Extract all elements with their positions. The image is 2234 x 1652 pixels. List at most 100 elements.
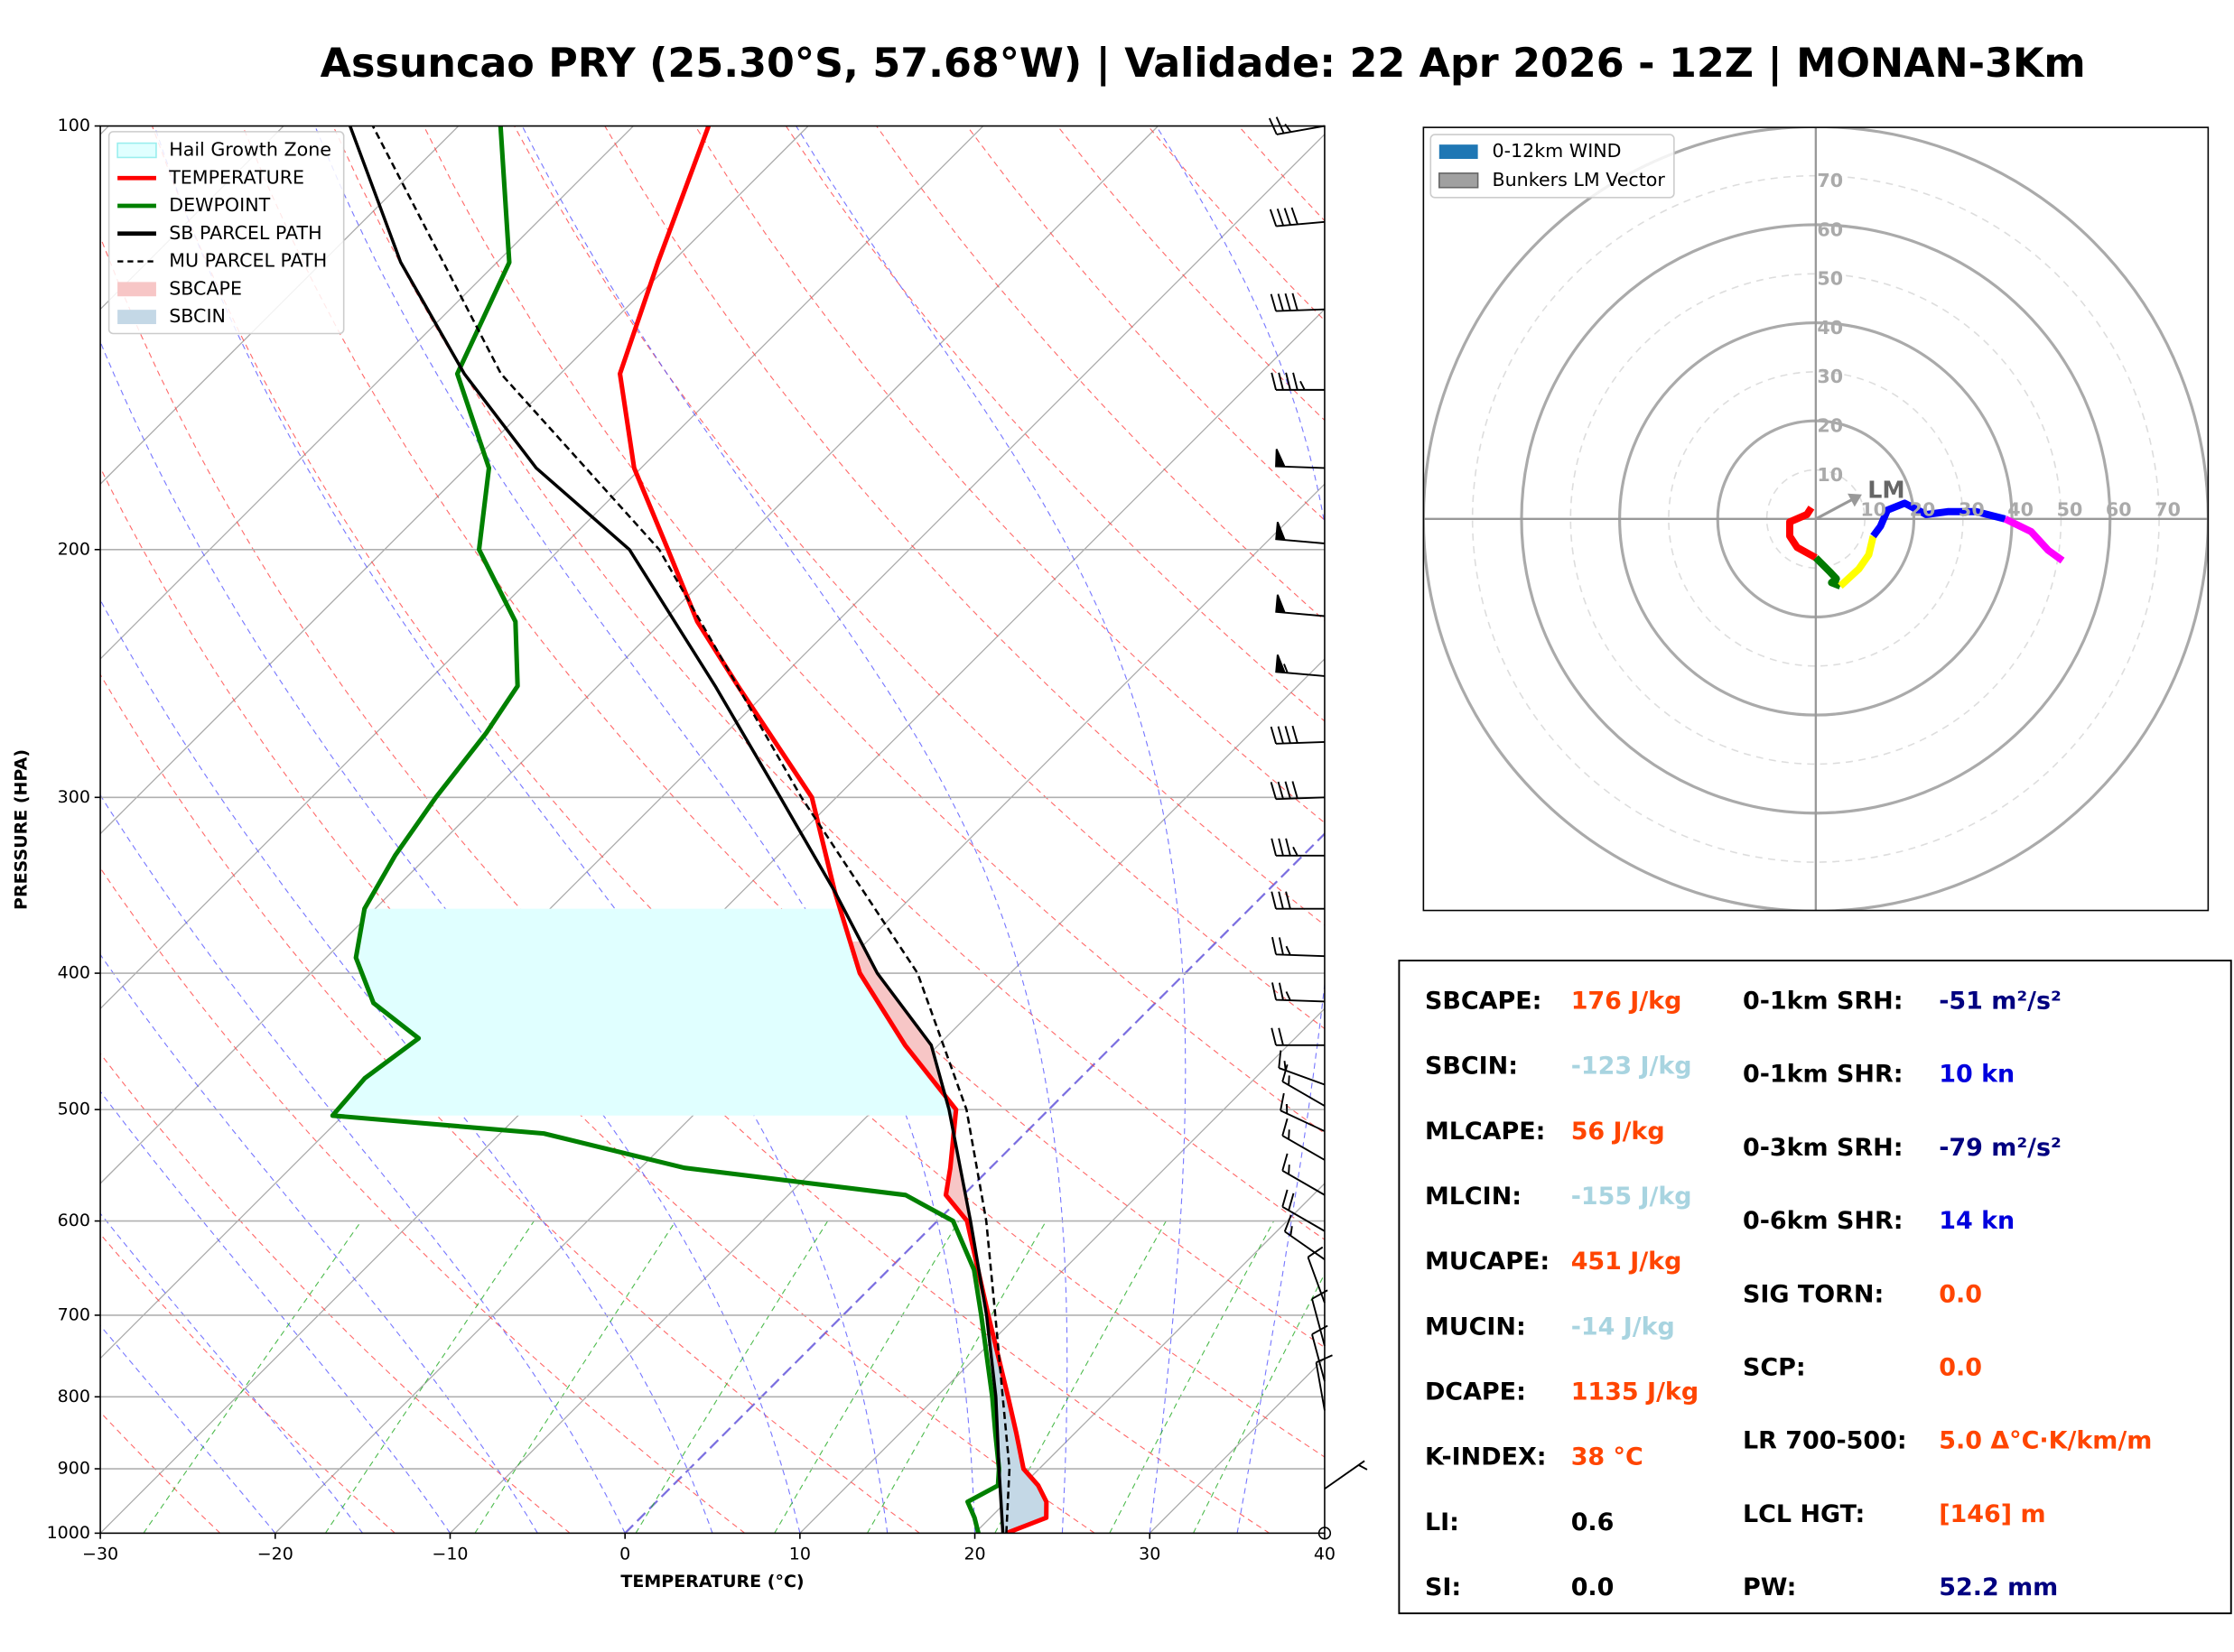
y-tick-label: 1000 — [47, 1523, 90, 1543]
y-tick-label: 600 — [58, 1211, 90, 1230]
hodograph-background: 10 10 20 20 30 30 40 40 50 50 60 60 70 70 LM — [1423, 127, 2209, 911]
sbcin-fill — [1001, 1510, 1047, 1516]
hodograph-frame: 0-12km WIND Bunkers LM Vector — [1422, 126, 2210, 912]
sbcin-fill — [998, 1464, 1024, 1470]
sbcin-fill — [1001, 1514, 1047, 1518]
calm-marker — [1317, 1527, 1332, 1540]
index-label: 0-1km SHR: — [1743, 1061, 1903, 1089]
isotherm — [275, 483, 1325, 1534]
ring-label: 30 — [1817, 366, 1843, 387]
index-label: LI: — [1425, 1508, 1459, 1536]
index-value: -79 m²/s² — [1939, 1134, 2062, 1162]
isotherm — [100, 125, 1159, 1184]
wind-barb — [1280, 1092, 1326, 1132]
index-value: 0.6 — [1571, 1508, 1615, 1536]
index-label: SBCIN: — [1425, 1053, 1518, 1081]
wind-barb — [1311, 1324, 1328, 1382]
index-label: MLCAPE: — [1425, 1118, 1546, 1146]
y-tick-label: 700 — [58, 1304, 90, 1324]
isotherm — [974, 1183, 1325, 1534]
ring-label: 20 — [1817, 415, 1843, 437]
x-tick-label: 30 — [1139, 1545, 1160, 1564]
sbcin-fill — [1000, 1488, 1043, 1493]
profile-line — [349, 125, 1005, 1534]
index-label: 0-3km SRH: — [1743, 1134, 1903, 1162]
ring-label: 40 — [1817, 317, 1843, 339]
x-tick-label: −10 — [432, 1545, 468, 1564]
lm-vector — [1815, 497, 1856, 521]
wind-barb — [1270, 292, 1325, 312]
ring-label: 50 — [1817, 268, 1843, 290]
legend-label: SB PARCEL PATH — [169, 222, 321, 244]
wind-barb — [1271, 1027, 1325, 1046]
wind-barb — [1307, 1246, 1326, 1304]
legend-label: 0-12km WIND — [1492, 140, 1621, 162]
sbcin-fill — [999, 1481, 1039, 1486]
index-label: SBCAPE: — [1425, 988, 1541, 1016]
index-value: -14 J/kg — [1571, 1313, 1675, 1341]
index-value: 0.0 — [1571, 1573, 1615, 1601]
legend-label: DEWPOINT — [169, 194, 270, 216]
indices-box — [1398, 960, 2232, 1615]
x-tick-label: 10 — [789, 1545, 811, 1564]
hodograph-frame — [1422, 126, 2210, 912]
ring-label: 70 — [2155, 498, 2181, 520]
hodograph-trace — [1838, 534, 1877, 589]
legend-box — [107, 131, 345, 335]
index-value: 0.0 — [1939, 1280, 1982, 1308]
sbcin-fill — [998, 1451, 1021, 1456]
index-value: 5.0 Δ°C·K/km/m — [1939, 1427, 2152, 1455]
y-tick-label: 500 — [58, 1100, 90, 1119]
skewt-data — [330, 125, 1049, 1534]
index-value: 1135 J/kg — [1571, 1378, 1699, 1406]
ring-label: 30 — [1959, 498, 1985, 520]
dry-adiabat — [514, 125, 1325, 1030]
isotherm — [624, 832, 1325, 1534]
index-value: -123 J/kg — [1571, 1053, 1692, 1081]
legend-box — [1429, 134, 1675, 199]
indices-table: SBCAPE: 176 J/kg SBCIN: -123 J/kg MLCAPE: 56 … — [1425, 988, 2152, 1602]
index-label: 0-1km SRH: — [1743, 988, 1903, 1016]
wind-barb — [1271, 982, 1325, 1003]
moist-adiabat — [521, 125, 1068, 1534]
ring-label: 60 — [2106, 498, 2132, 520]
isotherm — [100, 308, 1325, 1534]
isotherm — [799, 1007, 1325, 1534]
index-value: 38 °C — [1571, 1443, 1643, 1471]
isotherm — [100, 125, 984, 1010]
sbcin-fill — [1000, 1498, 1047, 1503]
legend-swatch — [1438, 144, 1478, 160]
ring-label: 10 — [1817, 464, 1843, 486]
legend-label: TEMPERATURE — [168, 166, 304, 188]
y-tick-label: 900 — [58, 1459, 90, 1479]
wind-barb — [1268, 116, 1326, 135]
index-label: PW: — [1743, 1573, 1796, 1601]
ring-label: 40 — [2007, 498, 2034, 520]
dry-adiabat — [100, 236, 1271, 1534]
lm-label: LM — [1867, 477, 1904, 504]
dry-adiabat — [785, 125, 1325, 722]
y-axis-label: PRESSURE (HPA) — [11, 749, 31, 910]
y-tick-label: 400 — [58, 963, 90, 983]
index-label: LR 700-500: — [1743, 1427, 1907, 1455]
legend-swatch — [117, 310, 156, 325]
moist-adiabat — [796, 125, 1187, 1534]
lm-arrowhead — [1848, 493, 1862, 507]
legend-label: MU PARCEL PATH — [169, 250, 327, 272]
legend-swatch — [1438, 172, 1479, 189]
profile-line — [371, 125, 1011, 1534]
sbcin-fill — [1000, 1491, 1044, 1496]
dry-adiabat — [100, 867, 746, 1534]
wind-barb — [1315, 1354, 1333, 1411]
mixing-ratio — [635, 1220, 829, 1534]
wind-barb — [1271, 372, 1325, 391]
wind-barb — [1270, 725, 1325, 745]
x-axis-label: TEMPERATURE (°C) — [620, 1572, 804, 1592]
isotherm — [450, 658, 1325, 1534]
dry-adiabat — [332, 125, 1325, 1240]
ring-label: 70 — [1817, 170, 1843, 191]
index-label: K-INDEX: — [1425, 1443, 1547, 1471]
dry-adiabat — [100, 466, 1095, 1534]
